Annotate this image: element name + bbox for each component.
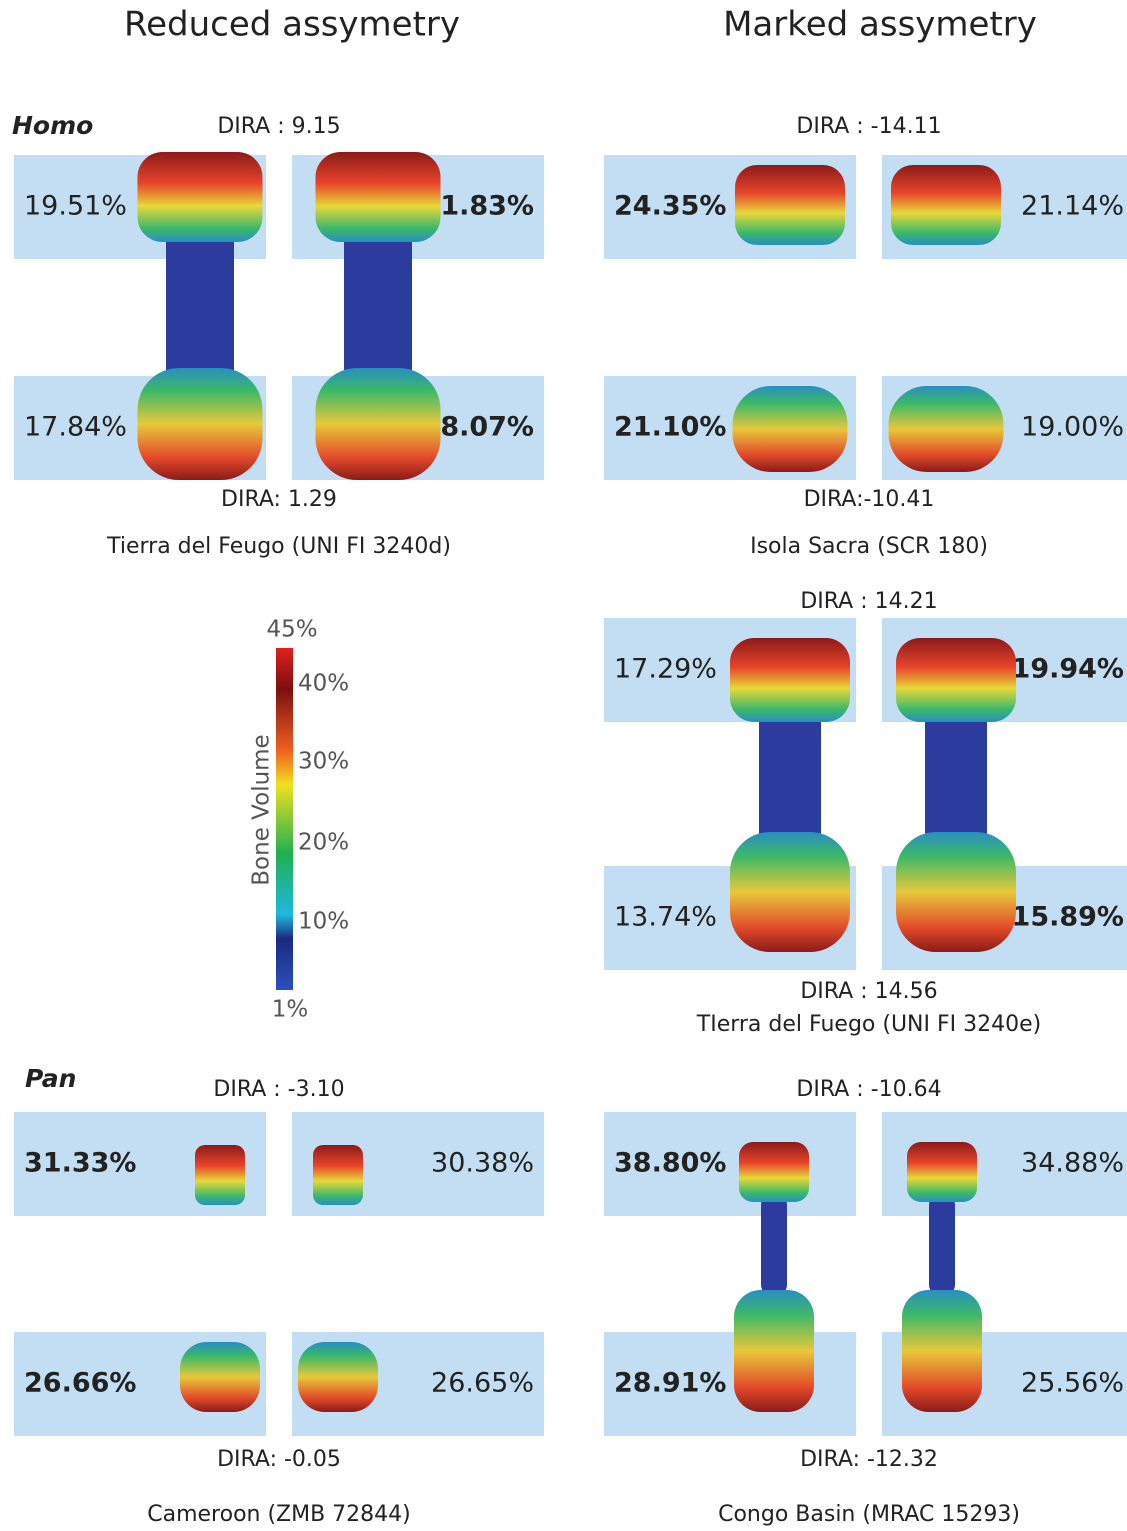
bone-head [896, 638, 1016, 722]
percent-label: 26.66% [24, 1368, 136, 1399]
percent-label: 31.33% [24, 1148, 136, 1179]
percent-label: 15.89% [1012, 902, 1124, 933]
bone-head [891, 165, 1001, 245]
dira-top: DIRA : 14.21 [800, 589, 937, 614]
percent-label: 21.14% [1021, 191, 1124, 222]
dira-bottom: DIRA:-10.41 [804, 487, 935, 512]
specimen-name: Congo Basin (MRAC 15293) [718, 1502, 1020, 1527]
dira-top: DIRA : -10.64 [796, 1077, 941, 1102]
legend-title: Bone Volume [249, 734, 275, 885]
dira-top: DIRA : 9.15 [217, 114, 340, 139]
bone-shaft [761, 1195, 787, 1295]
bone-head [138, 152, 263, 242]
percent-label: 28.91% [614, 1368, 726, 1399]
bone-head [313, 1145, 363, 1205]
specimen-name: Isola Sacra (SCR 180) [750, 534, 988, 559]
bone-shaft [929, 1195, 955, 1295]
percent-label: 34.88% [1021, 1148, 1124, 1179]
bone-base [733, 386, 848, 472]
percent-label: 19.51% [24, 191, 127, 222]
bone-base [298, 1342, 378, 1412]
column-header: Reduced assymetry [124, 5, 460, 45]
group-label: Homo [12, 111, 93, 140]
legend-tick: 40% [298, 671, 349, 697]
bone-base [896, 832, 1016, 952]
dira-top: DIRA : -14.11 [796, 114, 941, 139]
dira-bottom: DIRA : 14.56 [800, 979, 937, 1004]
dira-bottom: DIRA: -12.32 [800, 1447, 938, 1472]
bone-base [730, 832, 850, 952]
specimen-name: TIerra del Fuego (UNI FI 3240e) [696, 1012, 1041, 1037]
percent-label: 19.00% [1021, 412, 1124, 443]
percent-label: 21.10% [614, 412, 726, 443]
color-scale [276, 648, 293, 990]
bone-head [739, 1142, 809, 1202]
column-header: Marked assymetry [723, 5, 1037, 45]
group-label: Pan [25, 1064, 76, 1093]
percent-label: 25.56% [1021, 1368, 1124, 1399]
percent-label: 24.35% [614, 191, 726, 222]
figure: Reduced assymetry Marked assymetry Homo … [0, 0, 1127, 1531]
bone-base [734, 1290, 814, 1412]
percent-label: 17.84% [24, 412, 127, 443]
percent-label: 13.74% [614, 902, 717, 933]
bone-head [195, 1145, 245, 1205]
percent-label: 38.80% [614, 1148, 726, 1179]
bone-head [907, 1142, 977, 1202]
bone-head [735, 165, 845, 245]
legend-tick: 30% [298, 749, 349, 775]
legend-tick: 45% [266, 617, 317, 643]
bone-head [316, 152, 441, 242]
dira-top: DIRA : -3.10 [213, 1077, 344, 1102]
bone-base [316, 368, 441, 480]
percent-label: 19.94% [1012, 654, 1124, 685]
bone-base [180, 1342, 260, 1412]
specimen-name: Tierra del Feugo (UNI FI 3240d) [106, 534, 451, 559]
dira-bottom: DIRA: -0.05 [217, 1447, 341, 1472]
legend-tick: 20% [298, 830, 349, 856]
specimen-name: Cameroon (ZMB 72844) [147, 1502, 411, 1527]
bone-base [889, 386, 1004, 472]
bone-base [902, 1290, 982, 1412]
legend-tick: 10% [298, 909, 349, 935]
percent-label: 26.65% [431, 1368, 534, 1399]
bone-shaft [344, 230, 412, 380]
dira-bottom: DIRA: 1.29 [221, 487, 337, 512]
bone-base [138, 368, 263, 480]
bone-shaft [166, 230, 234, 380]
percent-label: 30.38% [431, 1148, 534, 1179]
bone-head [730, 638, 850, 722]
legend-tick: 1% [272, 997, 309, 1023]
percent-label: 17.29% [614, 654, 717, 685]
